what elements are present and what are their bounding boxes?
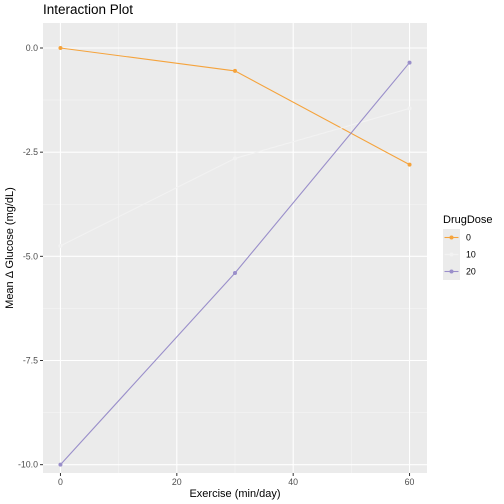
data-point-dose-20 (233, 271, 237, 275)
x-axis-title: Exercise (min/day) (189, 488, 280, 500)
data-point-dose-10 (233, 156, 237, 161)
legend-key-point-dose-0 (449, 235, 454, 240)
y-tick-label: -2.5 (23, 147, 38, 157)
y-tick-label: -5.0 (23, 251, 38, 261)
y-tick-label: -10.0 (18, 460, 38, 470)
legend-key-point-dose-20 (449, 269, 454, 274)
y-tick-label: 0.0 (26, 43, 38, 53)
chart-title: Interaction Plot (43, 2, 133, 17)
legend-title: DrugDose (443, 214, 493, 226)
x-axis: 0 20 40 60 (58, 473, 415, 487)
data-point-dose-10 (407, 106, 412, 111)
x-tick-label: 40 (288, 477, 298, 487)
data-point-dose-0 (58, 46, 63, 50)
legend-key-point-dose-10 (449, 252, 454, 257)
data-point-dose-0 (407, 162, 412, 167)
x-tick-label: 60 (405, 477, 415, 487)
legend-label-dose-20: 20 (466, 267, 476, 277)
series-layer (58, 46, 412, 467)
x-tick-label: 0 (58, 477, 63, 487)
major-gridlines (43, 23, 427, 473)
y-axis-title: Mean Δ Glucose (mg/dL) (4, 187, 16, 309)
legend-label-dose-10: 10 (466, 250, 476, 260)
legend-label-dose-0: 0 (466, 233, 471, 243)
data-point-dose-10 (58, 243, 63, 248)
legend: DrugDose 0 10 20 (443, 214, 493, 280)
y-axis: 0.0 -2.5 -5.0 -7.5 -10.0 (18, 43, 43, 470)
y-tick-label: -7.5 (23, 356, 38, 366)
minor-gridlines (43, 23, 427, 473)
data-point-dose-0 (233, 68, 237, 73)
data-point-dose-20 (58, 462, 63, 467)
data-point-dose-20 (407, 60, 412, 65)
x-tick-label: 20 (172, 477, 182, 487)
